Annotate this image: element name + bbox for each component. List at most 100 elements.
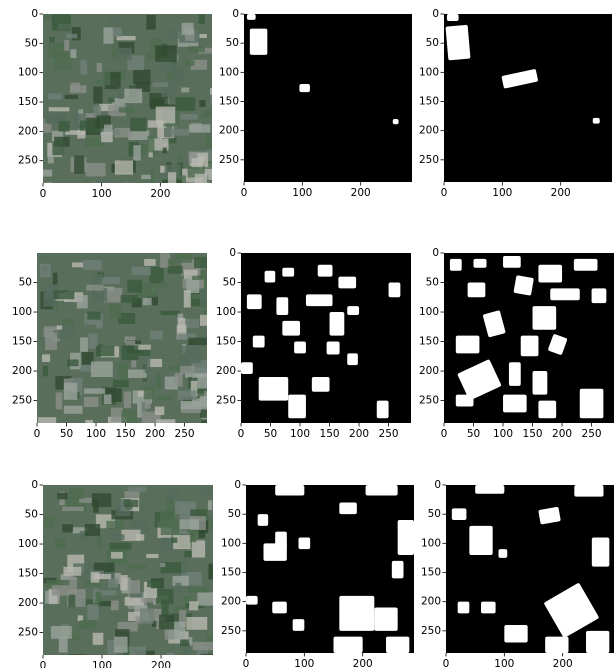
texture	[156, 396, 172, 400]
y-tick-label: 200	[221, 596, 241, 608]
texture	[141, 175, 151, 179]
satellite-image	[37, 253, 220, 434]
x-tick-label: 100	[493, 428, 513, 440]
texture	[181, 401, 202, 410]
building	[586, 631, 609, 653]
y-tick-label: 150	[419, 336, 439, 348]
building	[347, 353, 358, 365]
building	[259, 377, 289, 401]
texture	[113, 380, 129, 388]
texture	[146, 15, 155, 30]
texture	[92, 493, 112, 507]
texture	[155, 407, 164, 415]
building	[538, 401, 556, 419]
texture	[117, 48, 132, 60]
figure: 0 100 200 0 50 100 150 200 250 0 100 200 0 50 100 150 20…	[0, 0, 616, 668]
panel: 0100200050100150200250	[18, 8, 223, 200]
texture	[58, 121, 69, 131]
y-tick-label: 100	[421, 537, 441, 549]
y-tick-label: 200	[18, 125, 38, 137]
x-tick-label: 100	[290, 428, 310, 440]
building	[293, 619, 305, 631]
building	[398, 520, 414, 555]
texture	[80, 620, 95, 629]
texture	[160, 563, 165, 567]
texture	[118, 363, 127, 381]
building	[475, 485, 504, 494]
building	[327, 342, 340, 355]
texture	[111, 408, 123, 422]
x-tick-label: 0	[243, 658, 250, 668]
building	[574, 485, 603, 497]
y-tick-label: 200	[219, 125, 239, 137]
x-tick-label: 0	[241, 187, 248, 199]
texture	[132, 267, 151, 275]
texture	[189, 124, 211, 132]
y-tick-label: 150	[18, 96, 38, 108]
x-tick-label: 0	[443, 658, 450, 668]
texture	[181, 558, 186, 574]
y-tick-label: 0	[432, 247, 439, 259]
texture	[201, 419, 207, 432]
texture	[156, 374, 161, 389]
building	[265, 271, 276, 283]
building	[330, 312, 345, 336]
y-tick-label: 50	[228, 508, 241, 520]
texture	[44, 326, 59, 330]
y-tick-label: 200	[421, 596, 441, 608]
texture	[51, 626, 72, 639]
texture	[188, 338, 207, 345]
building	[276, 297, 288, 315]
texture	[128, 487, 146, 492]
y-tick-label: 250	[421, 625, 441, 637]
y-tick-label: 100	[219, 66, 239, 78]
texture	[124, 500, 138, 507]
y-tick-label: 100	[419, 66, 439, 78]
y-tick-label: 250	[12, 395, 32, 407]
texture	[170, 29, 179, 39]
texture	[92, 182, 97, 187]
texture	[109, 305, 121, 319]
building	[456, 395, 474, 407]
texture	[43, 170, 52, 177]
texture	[121, 345, 138, 360]
texture	[117, 36, 136, 40]
texture	[113, 534, 125, 540]
mask-image	[241, 253, 411, 423]
y-tick-label: 150	[421, 567, 441, 579]
texture	[49, 43, 67, 58]
texture	[127, 280, 142, 293]
building	[282, 268, 294, 277]
y-tick-label: 50	[426, 37, 439, 49]
texture	[90, 128, 102, 132]
texture	[86, 163, 106, 176]
texture	[175, 373, 183, 387]
building	[318, 265, 333, 277]
texture	[200, 315, 207, 326]
building	[339, 503, 357, 515]
y-tick-label: 50	[25, 37, 38, 49]
texture	[177, 154, 182, 161]
texture	[212, 523, 227, 536]
texture	[104, 394, 112, 404]
texture	[55, 538, 66, 548]
y-tick-label: 150	[12, 336, 32, 348]
y-tick-label: 200	[12, 365, 32, 377]
texture	[66, 34, 77, 39]
y-tick-label: 100	[216, 306, 236, 318]
building	[299, 538, 311, 550]
y-tick-label: 250	[419, 154, 439, 166]
y-tick-label: 0	[31, 479, 38, 491]
building	[264, 543, 287, 561]
building	[503, 395, 527, 413]
texture	[44, 516, 55, 527]
texture	[129, 646, 146, 663]
texture	[208, 500, 212, 510]
texture	[62, 507, 83, 511]
texture	[128, 565, 146, 569]
texture	[80, 337, 88, 351]
building	[294, 342, 306, 354]
x-tick-label: 100	[292, 187, 312, 199]
building	[468, 283, 486, 298]
